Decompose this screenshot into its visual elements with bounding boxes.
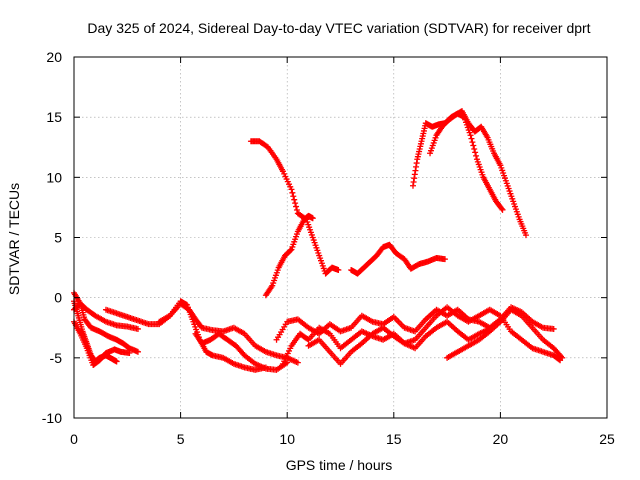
x-tick-label: 10 <box>279 431 295 447</box>
y-tick-label: 0 <box>54 290 62 306</box>
x-tick-label: 5 <box>177 431 185 447</box>
y-tick-label: -10 <box>42 410 62 426</box>
data-point <box>335 266 342 273</box>
series-track-12 <box>427 108 529 239</box>
data-point <box>293 206 300 213</box>
y-tick-label: 5 <box>54 230 62 246</box>
y-tick-label: -5 <box>50 350 63 366</box>
series-track-4 <box>71 300 141 332</box>
series-track-16 <box>444 306 566 361</box>
data-point <box>309 215 316 222</box>
data-point <box>471 145 478 152</box>
series-track-5 <box>102 300 301 366</box>
series-track-10 <box>348 241 448 277</box>
data-point <box>304 335 311 342</box>
data-point <box>113 358 120 365</box>
x-tick-label: 25 <box>599 431 615 447</box>
data-point <box>522 232 529 239</box>
data-point <box>292 200 299 207</box>
data-point <box>134 348 141 355</box>
data-point <box>498 205 505 212</box>
series-track-7 <box>192 330 291 373</box>
data-point <box>294 359 301 366</box>
x-axis-ticks: 0 5 10 15 20 25 <box>70 57 615 447</box>
x-axis-label: GPS time / hours <box>286 457 393 473</box>
data-point <box>499 206 506 213</box>
data-point <box>134 325 141 332</box>
data-points <box>71 108 566 373</box>
series-track-8 <box>247 138 342 277</box>
data-point <box>470 142 477 149</box>
series-track-9 <box>262 212 316 299</box>
data-point <box>550 325 557 332</box>
y-axis-ticks: -10 -5 0 5 10 15 20 <box>42 49 607 426</box>
data-point <box>559 354 566 361</box>
series-track-3 <box>71 318 133 369</box>
x-tick-label: 0 <box>70 431 78 447</box>
series-track-15 <box>305 318 493 367</box>
data-point <box>126 350 133 357</box>
series-track-6 <box>156 298 269 373</box>
y-tick-label: 10 <box>46 169 62 185</box>
data-point <box>288 186 295 193</box>
data-point <box>441 256 448 263</box>
x-tick-label: 15 <box>386 431 402 447</box>
y-tick-label: 15 <box>46 109 62 125</box>
data-point <box>472 149 479 156</box>
series-track-11 <box>409 110 506 213</box>
data-point <box>468 135 475 142</box>
x-tick-label: 20 <box>493 431 509 447</box>
data-point <box>290 193 297 200</box>
data-point <box>293 203 300 210</box>
grid-lines <box>74 57 607 418</box>
series-track-13 <box>273 304 557 343</box>
data-point <box>469 139 476 146</box>
data-point <box>284 359 291 366</box>
data-point <box>473 152 480 159</box>
data-point <box>467 132 474 139</box>
data-point <box>287 247 294 254</box>
chart-title: Day 325 of 2024, Sidereal Day-to-day VTE… <box>87 20 590 36</box>
data-point <box>291 196 298 203</box>
y-tick-label: 20 <box>46 49 62 65</box>
y-axis-label: SDTVAR / TECUs <box>6 183 22 295</box>
data-point <box>289 189 296 196</box>
series-track-14 <box>279 304 564 367</box>
